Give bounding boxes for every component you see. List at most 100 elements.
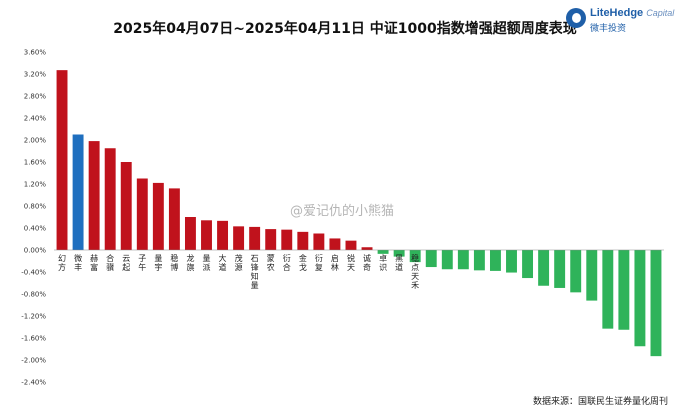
logo-icon [566, 8, 586, 28]
svg-text:黑: 黑 [395, 254, 403, 263]
svg-text:微: 微 [74, 253, 82, 263]
svg-text:蒙: 蒙 [267, 253, 275, 263]
bar [425, 250, 437, 268]
svg-text:茂: 茂 [235, 253, 243, 263]
bar [570, 250, 582, 293]
svg-text:合: 合 [283, 262, 291, 272]
svg-text:戈: 戈 [299, 262, 307, 272]
svg-text:合: 合 [106, 253, 114, 263]
category-label: 大道 [219, 253, 227, 272]
category-label: 金戈 [299, 253, 307, 272]
bar [72, 134, 84, 250]
svg-text:派: 派 [203, 263, 211, 272]
y-tick-label: -0.40% [21, 269, 46, 277]
bars [56, 70, 662, 357]
svg-text:石: 石 [251, 254, 259, 263]
bar [56, 70, 68, 251]
svg-text:天: 天 [347, 263, 355, 272]
y-axis: 3.60% 3.20% 2.80% 2.40% 2.00% 1.60% 1.20% 0.80%… [21, 49, 46, 387]
category-label: 量宇 [154, 254, 162, 272]
bar [297, 231, 309, 250]
y-tick-label: 0.00% [24, 247, 47, 255]
category-label: 龙旗 [186, 253, 194, 272]
y-tick-label: -2.40% [21, 379, 46, 387]
svg-text:丰: 丰 [74, 262, 82, 272]
bar [650, 250, 662, 357]
bar [361, 247, 373, 250]
category-label: 幻方 [58, 253, 66, 272]
bar [586, 250, 598, 301]
y-tick-label: 1.20% [24, 181, 47, 189]
svg-text:锋: 锋 [251, 262, 259, 272]
svg-text:金: 金 [299, 253, 307, 263]
bar [281, 229, 293, 250]
svg-text:道: 道 [219, 262, 227, 272]
watermark: @爱记仇的小熊猫 [290, 204, 395, 219]
bar [393, 250, 405, 257]
svg-text:农: 农 [267, 262, 275, 272]
bar [538, 250, 550, 286]
svg-text:午: 午 [138, 262, 146, 272]
svg-text:量: 量 [203, 254, 211, 263]
svg-text:旗: 旗 [186, 262, 194, 272]
logo-name: LiteHedge Capital [590, 7, 675, 19]
bar [618, 250, 630, 330]
svg-text:龙: 龙 [186, 253, 194, 263]
y-tick-label: 1.60% [24, 159, 47, 167]
bar [104, 148, 116, 250]
bar [409, 250, 421, 263]
category-label: 启林 [331, 253, 339, 272]
bar [233, 226, 245, 250]
svg-text:富: 富 [90, 262, 98, 272]
bar [457, 250, 469, 270]
category-labels: 幻方微丰赫富合骥云起子午量宇稳博龙旗量派大道茂源石锋知量蒙农衍合金戈衍复启林锐天… [58, 253, 419, 290]
category-label: 黑道 [395, 254, 403, 272]
y-tick-label: 0.80% [24, 203, 47, 211]
y-tick-label: 0.40% [24, 225, 47, 233]
bar [345, 240, 357, 250]
y-tick-label: 3.60% [24, 49, 47, 57]
svg-text:博: 博 [170, 262, 178, 272]
svg-text:启: 启 [331, 253, 339, 263]
data-source: 数据来源：国联民生证券量化周刊 [532, 397, 668, 407]
svg-text:幻: 幻 [58, 253, 66, 263]
category-label: 量派 [203, 254, 211, 272]
y-tick-label: -2.00% [21, 357, 46, 365]
bar [329, 238, 341, 250]
category-label: 诚奇 [363, 253, 371, 272]
bar [217, 220, 229, 250]
bar [473, 250, 485, 271]
bar [249, 226, 261, 250]
svg-text:卓: 卓 [379, 253, 387, 263]
svg-text:禾: 禾 [411, 281, 419, 290]
category-label: 云起 [122, 254, 130, 272]
y-tick-label: -1.60% [21, 335, 46, 343]
svg-text:赫: 赫 [90, 254, 98, 263]
bar [602, 250, 614, 329]
y-tick-label: -0.80% [21, 291, 46, 299]
svg-text:诚: 诚 [363, 253, 371, 263]
svg-text:骥: 骥 [106, 262, 114, 272]
bar [88, 141, 100, 250]
bar [168, 188, 180, 250]
svg-text:识: 识 [379, 263, 387, 272]
svg-text:量: 量 [251, 281, 259, 290]
svg-text:点: 点 [411, 263, 419, 272]
y-tick-label: 2.00% [24, 137, 47, 145]
svg-text:云: 云 [122, 254, 130, 263]
svg-text:宇: 宇 [154, 262, 162, 272]
bar [489, 250, 501, 271]
svg-text:子: 子 [138, 254, 146, 263]
svg-text:稳: 稳 [170, 253, 178, 263]
logo-subtitle: 微丰投资 [590, 24, 627, 34]
bar [522, 250, 534, 279]
svg-text:量: 量 [154, 254, 162, 263]
svg-text:大: 大 [219, 253, 227, 263]
category-label: 衍复 [315, 253, 323, 272]
bar [377, 250, 389, 254]
bar [554, 250, 566, 288]
bar [152, 182, 164, 250]
category-label: 微丰 [74, 253, 82, 272]
svg-text:衍: 衍 [283, 253, 291, 263]
